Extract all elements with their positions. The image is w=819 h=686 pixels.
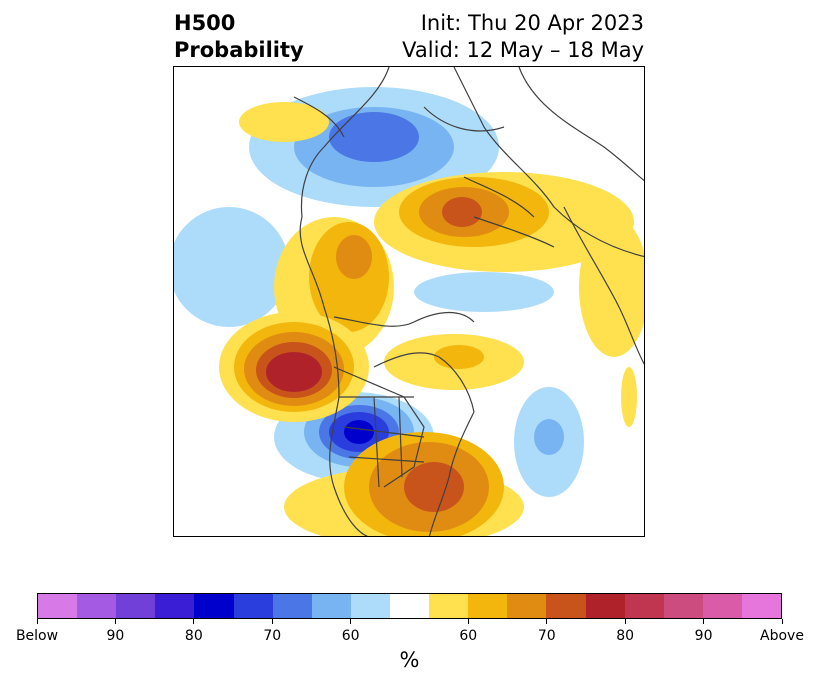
colorbar-cell: [468, 594, 508, 618]
colorbar-tick-label: 80: [184, 628, 203, 644]
colorbar-tick-label: 90: [694, 628, 713, 644]
colorbar-cell: [389, 594, 430, 618]
colorbar-cell: [702, 594, 742, 618]
colorbar-tick-label: Above: [760, 628, 804, 644]
colorbar-tick-label: 70: [537, 628, 556, 644]
colorbar-cell: [507, 594, 547, 618]
init-date-label: Init: Thu 20 Apr 2023: [420, 11, 644, 35]
colorbar-tick: [624, 619, 626, 624]
map-canvas: [174, 67, 644, 536]
colorbar-cell: [624, 594, 664, 618]
colorbar-cell: [663, 594, 703, 618]
colorbar-tick: [193, 619, 195, 624]
colorbar-cell: [272, 594, 312, 618]
colorbar-cell: [741, 594, 782, 618]
colorbar-tick-label: 90: [106, 628, 125, 644]
colorbar: [37, 593, 782, 619]
colorbar-tick: [350, 619, 352, 624]
colorbar-tick: [703, 619, 705, 624]
colorbar-cell: [233, 594, 273, 618]
colorbar-tick-label: 70: [263, 628, 282, 644]
colorbar-tick: [36, 619, 38, 624]
colorbar-tick: [467, 619, 469, 624]
probability-map: [173, 66, 645, 537]
colorbar-tick-label: 60: [459, 628, 478, 644]
chart-title-right: Init: Thu 20 Apr 2023 Valid: 12 May – 18…: [402, 10, 644, 64]
valid-range-label: Valid: 12 May – 18 May: [402, 38, 644, 62]
variable-label: H500: [174, 11, 236, 35]
colorbar-cell: [194, 594, 234, 618]
colorbar-tick: [781, 619, 783, 624]
colorbar-cell: [350, 594, 390, 618]
colorbar-cell: [155, 594, 195, 618]
colorbar-tick: [271, 619, 273, 624]
colorbar-cell: [546, 594, 586, 618]
colorbar-cell: [429, 594, 469, 618]
colorbar-unit-label: %: [399, 648, 420, 672]
colorbar-cell: [116, 594, 156, 618]
chart-title-left: H500 Probability: [174, 10, 304, 64]
colorbar-cell: [77, 594, 117, 618]
product-label: Probability: [174, 38, 304, 62]
colorbar-cell: [311, 594, 351, 618]
colorbar-cell: [38, 594, 78, 618]
colorbar-tick: [114, 619, 116, 624]
colorbar-cell: [585, 594, 625, 618]
colorbar-tick-label: 60: [341, 628, 360, 644]
colorbar-ticks: [36, 619, 783, 627]
coastlines: [293, 67, 644, 536]
colorbar-tick-label: 80: [616, 628, 635, 644]
colorbar-tick: [546, 619, 548, 624]
colorbar-tick-label: Below: [15, 628, 59, 644]
